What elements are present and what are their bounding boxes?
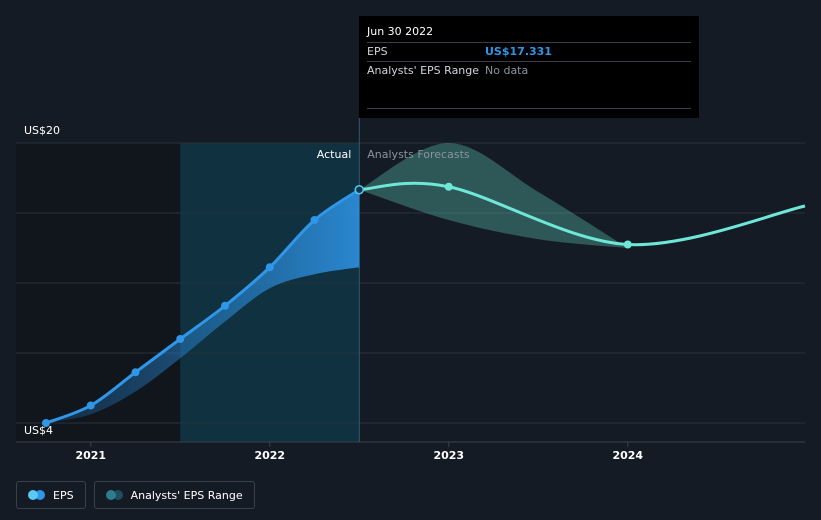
tooltip-divider <box>367 108 691 109</box>
eps-point[interactable] <box>221 301 230 310</box>
actual-highlight <box>180 143 360 442</box>
eps-line-actual <box>45 188 361 425</box>
y-axis-labels: US$20 US$4 <box>24 124 60 437</box>
x-tick-label: 2024 <box>612 449 643 462</box>
tooltip: Jun 30 2022 EPS US$17.331 Analysts' EPS … <box>359 16 699 118</box>
x-tick-label: 2021 <box>75 449 106 462</box>
past-shade <box>16 143 181 442</box>
tooltip-date: Jun 30 2022 <box>367 25 434 38</box>
forecast-point[interactable] <box>444 182 453 191</box>
tooltip-range-value: No data <box>485 64 529 77</box>
tooltip-eps-value: US$17.331 <box>485 45 552 58</box>
forecast-point[interactable] <box>623 240 632 249</box>
forecast-region-label: Analysts Forecasts <box>367 148 470 161</box>
tooltip-range-label: Analysts' EPS Range <box>367 64 480 77</box>
legend: EPS Analysts' EPS Range <box>16 481 255 509</box>
gridlines <box>16 142 805 424</box>
actual-region-label: Actual <box>317 148 351 161</box>
x-axis-ticks: 2021 2022 2023 2024 <box>75 442 643 462</box>
legend-range-label: Analysts' EPS Range <box>130 488 243 502</box>
eps-point[interactable] <box>131 368 140 377</box>
legend-eps[interactable]: EPS <box>16 481 86 509</box>
legend-analysts-eps-range[interactable]: Analysts' EPS Range <box>93 481 255 509</box>
analysts-eps-range-actual <box>46 189 360 423</box>
eps-point[interactable] <box>265 263 274 272</box>
tooltip-row-eps: EPS US$17.331 <box>367 42 691 61</box>
y-tick-label: US$4 <box>24 424 53 437</box>
legend-eps-label: EPS <box>53 488 74 502</box>
tooltip-eps-label: EPS <box>367 45 388 58</box>
legend-eps-icon <box>28 490 45 500</box>
tooltip-row-range: Analysts' EPS Range No data <box>367 61 691 80</box>
eps-point[interactable] <box>354 184 365 195</box>
eps-line-forecast <box>359 181 806 247</box>
legend-range-icon <box>105 490 123 500</box>
x-tick-label: 2022 <box>254 449 285 462</box>
eps-points <box>42 182 632 427</box>
y-tick-label: US$20 <box>24 124 60 137</box>
x-tick-label: 2023 <box>433 449 464 462</box>
eps-point[interactable] <box>176 335 185 343</box>
analysts-eps-range-forecast <box>359 142 628 248</box>
eps-point[interactable] <box>42 419 50 427</box>
eps-point[interactable] <box>310 216 319 224</box>
eps-point[interactable] <box>86 401 95 410</box>
